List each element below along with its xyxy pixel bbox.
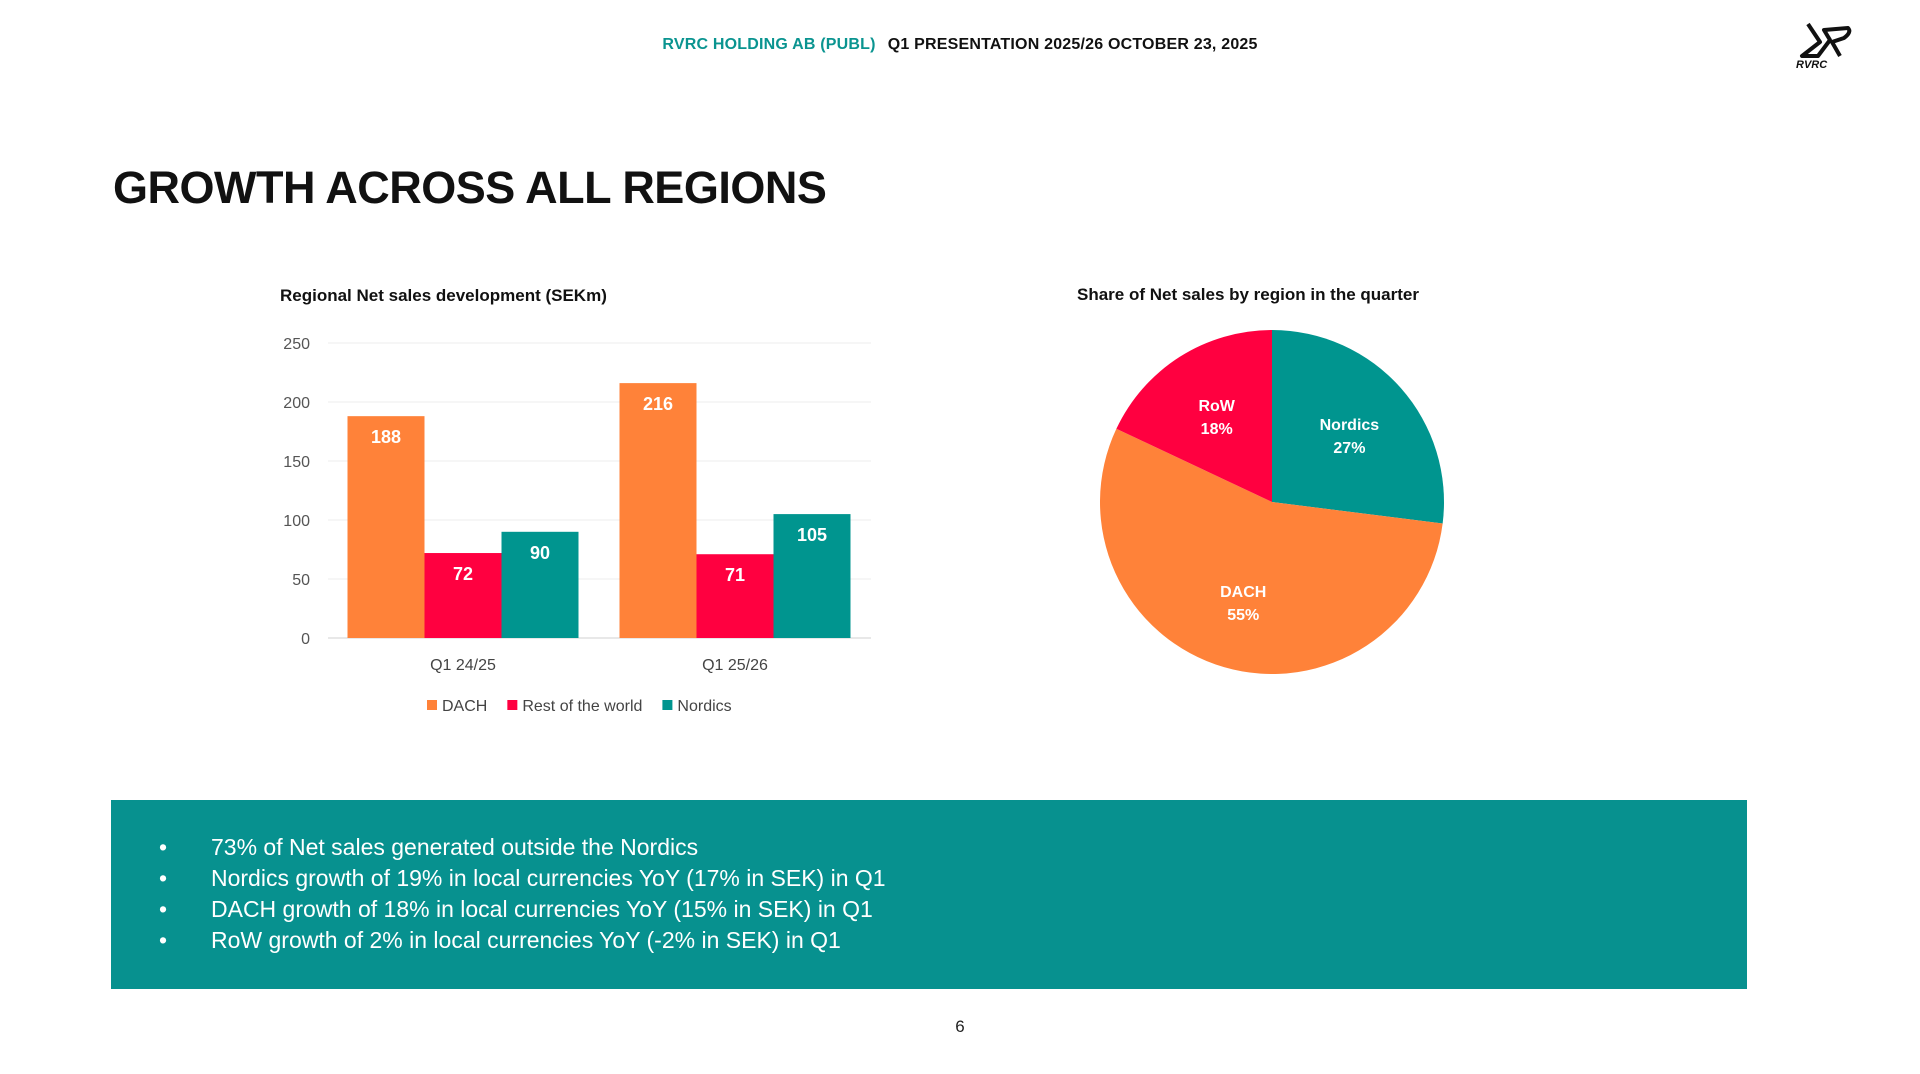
- y-tick-label: 150: [283, 454, 310, 471]
- x-tick-label: Q1 25/26: [702, 657, 768, 674]
- pie-slice-dach: [1100, 428, 1443, 674]
- legend-swatch: [662, 700, 673, 710]
- header: RVRC HOLDING AB (PUBL) Q1 PRESENTATION 20…: [0, 36, 1920, 54]
- pie-slice-row: [1116, 330, 1272, 502]
- bullet-list: • 73% of Net sales generated outside the …: [159, 832, 886, 956]
- bullet-dot: •: [159, 865, 168, 891]
- bullet-dot: •: [159, 896, 168, 922]
- bar-chart: Regional Net sales development (SEKm) 0 50…: [280, 286, 871, 715]
- key-points-box: • 73% of Net sales generated outside the …: [111, 800, 1747, 989]
- pie-percent: 55%: [1227, 607, 1259, 624]
- bullet-text: DACH growth of 18% in local currencies Y…: [211, 896, 873, 922]
- legend-entry: DACH: [442, 698, 487, 715]
- page-title: GROWTH ACROSS ALL REGIONS: [113, 162, 827, 213]
- legend-entry: Rest of the world: [522, 698, 642, 715]
- bullet-text: RoW growth of 2% in local currencies YoY…: [211, 927, 841, 953]
- bullet-dot: •: [159, 927, 168, 953]
- pie-percent: 27%: [1333, 440, 1365, 457]
- pie-percent: 18%: [1201, 421, 1233, 438]
- legend-entry: Nordics: [677, 698, 731, 715]
- pie-label: DACH: [1220, 584, 1266, 601]
- bar-dach: [347, 416, 425, 638]
- bar-rest-of-the-world: [424, 553, 502, 638]
- pie-slice-nordics: [1272, 330, 1444, 524]
- x-tick-label: Q1 24/25: [430, 657, 496, 674]
- pie-chart: Share of Net sales by region in the quar…: [1077, 285, 1444, 674]
- bar-dach: [619, 383, 697, 638]
- legend-swatch: [427, 700, 437, 710]
- pie-chart-title: Share of Net sales by region in the quar…: [1077, 285, 1419, 304]
- bullet-text: Nordics growth of 19% in local currencie…: [211, 865, 886, 891]
- rvrc-logo: RVRC: [1790, 18, 1860, 77]
- legend-swatch: [507, 700, 518, 710]
- page-number: 6: [955, 1017, 965, 1036]
- y-tick-label: 0: [301, 631, 310, 648]
- company-name: RVRC HOLDING AB (PUBL): [662, 36, 876, 53]
- presentation-info: Q1 PRESENTATION 2025/26 OCTOBER 23, 2025: [887, 36, 1258, 53]
- bullet-item: • 73% of Net sales generated outside the …: [159, 832, 886, 863]
- bar-rest-of-the-world: [696, 554, 774, 638]
- pie-label: Nordics: [1320, 417, 1380, 434]
- pie-label: RoW: [1198, 398, 1235, 415]
- data-label: 90: [530, 543, 550, 563]
- bullet-dot: •: [159, 834, 168, 860]
- logo-text: RVRC: [1796, 59, 1828, 71]
- bar-nordics: [773, 514, 851, 638]
- bullet-item: • DACH growth of 18% in local currencies …: [159, 894, 886, 925]
- data-label: 105: [797, 525, 827, 545]
- data-label: 188: [371, 427, 401, 447]
- y-tick-label: 100: [283, 513, 310, 530]
- data-label: 72: [453, 564, 473, 584]
- bar-chart-title: Regional Net sales development (SEKm): [280, 286, 607, 305]
- bullet-item: • Nordics growth of 19% in local currenci…: [159, 863, 886, 894]
- bullet-item: • RoW growth of 2% in local currencies Yo…: [159, 925, 886, 956]
- bullet-text: 73% of Net sales generated outside the N…: [211, 834, 699, 860]
- y-tick-label: 50: [292, 572, 310, 589]
- data-label: 71: [725, 565, 745, 585]
- data-label: 216: [643, 394, 673, 414]
- y-tick-label: 250: [283, 336, 310, 353]
- y-tick-label: 200: [283, 395, 310, 412]
- legend: DACH Rest of the world Nordics: [427, 698, 732, 715]
- bar-nordics: [501, 531, 579, 638]
